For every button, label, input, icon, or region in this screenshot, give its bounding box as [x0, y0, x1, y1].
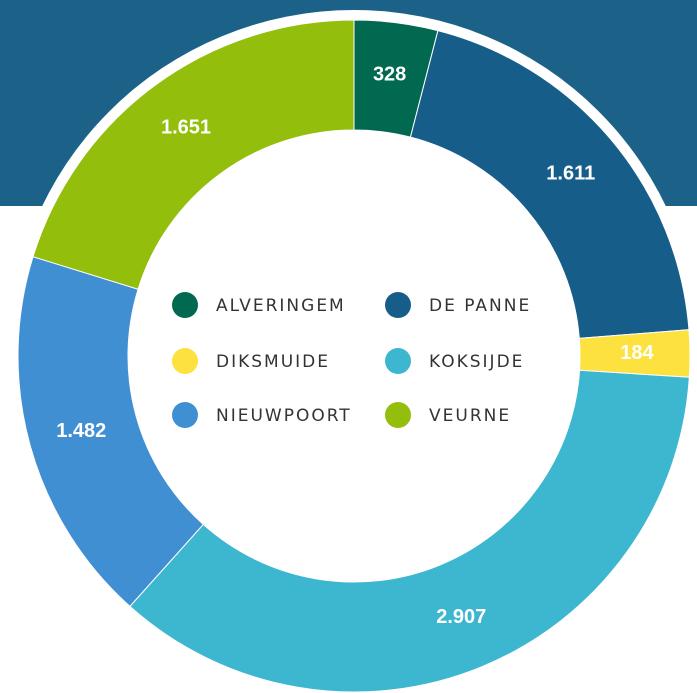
- legend-label: VEURNE: [429, 406, 511, 426]
- value-label: 1.611: [546, 162, 595, 184]
- legend-label: ALVERINGEM: [216, 296, 346, 316]
- value-label: 184: [620, 342, 654, 364]
- value-label: 328: [373, 64, 406, 86]
- legend-swatch: [385, 292, 411, 318]
- legend-label: NIEUWPOORT: [216, 406, 352, 426]
- legend-swatch: [385, 402, 411, 428]
- legend-swatch: [172, 402, 198, 428]
- legend-label: DIKSMUIDE: [216, 352, 330, 372]
- legend-swatch: [172, 348, 198, 374]
- value-label: 1.651: [161, 117, 211, 139]
- donut-segment: [32, 19, 355, 290]
- value-label: 1.482: [56, 420, 106, 442]
- legend-swatch: [172, 292, 198, 318]
- donut-segment: [409, 30, 690, 339]
- donut-segment: [129, 369, 690, 693]
- legend-label: DE PANNE: [429, 296, 531, 316]
- donut-segment: [17, 256, 204, 608]
- legend-label: KOKSIJDE: [429, 352, 524, 372]
- value-label: 2.907: [436, 606, 486, 628]
- legend-swatch: [385, 348, 411, 374]
